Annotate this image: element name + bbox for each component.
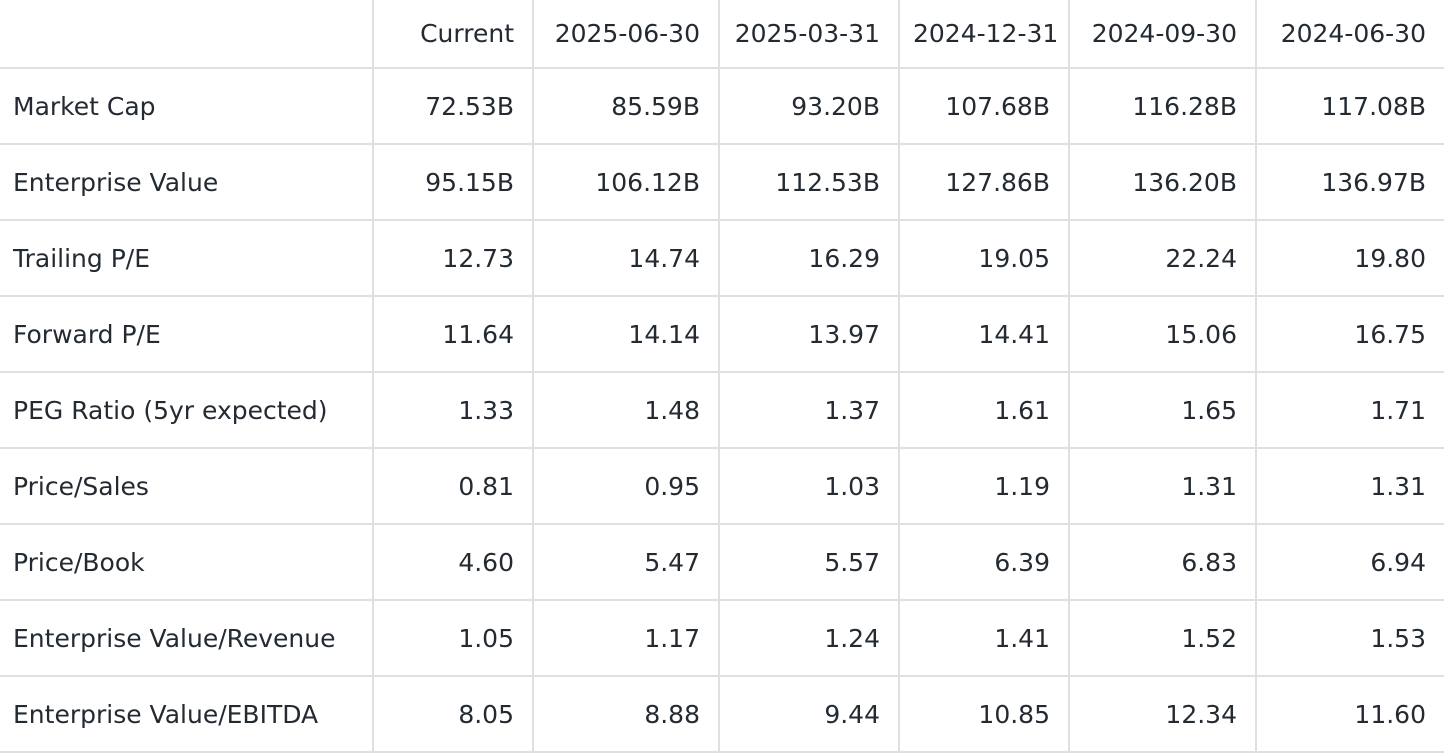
value-cell: 8.88 xyxy=(533,676,720,753)
value-cell: 14.14 xyxy=(533,296,720,373)
value-cell: 22.24 xyxy=(1069,220,1257,297)
value-cell: 10.85 xyxy=(899,676,1070,753)
value-cell: 1.19 xyxy=(899,448,1070,525)
value-cell: 11.64 xyxy=(373,296,534,373)
value-cell: 95.15B xyxy=(373,144,534,221)
table-row: PEG Ratio (5yr expected) 1.33 1.48 1.37 1.61… xyxy=(0,372,1444,449)
value-cell: 1.17 xyxy=(533,600,720,677)
value-cell: 1.03 xyxy=(719,448,900,525)
value-cell: 13.97 xyxy=(719,296,900,373)
row-label: Enterprise Value/Revenue xyxy=(0,600,374,677)
row-label: Forward P/E xyxy=(0,296,374,373)
value-cell: 1.37 xyxy=(719,372,900,449)
value-cell: 72.53B xyxy=(373,68,534,145)
table-row: Enterprise Value/EBITDA 8.05 8.88 9.44 10.85… xyxy=(0,676,1444,753)
header-cell: 2024-09-30 xyxy=(1069,0,1257,69)
header-cell: 2024-12-31 xyxy=(899,0,1070,69)
value-cell: 112.53B xyxy=(719,144,900,221)
table-row: Enterprise Value/Revenue 1.05 1.17 1.24 1.41… xyxy=(0,600,1444,677)
value-cell: 136.97B xyxy=(1256,144,1444,221)
row-label: Enterprise Value/EBITDA xyxy=(0,676,374,753)
value-cell: 6.83 xyxy=(1069,524,1257,601)
table-row: Forward P/E 11.64 14.14 13.97 14.41 15.06 16.7… xyxy=(0,296,1444,373)
value-cell: 1.24 xyxy=(719,600,900,677)
value-cell: 1.31 xyxy=(1256,448,1444,525)
value-cell: 117.08B xyxy=(1256,68,1444,145)
value-cell: 85.59B xyxy=(533,68,720,145)
row-label: Enterprise Value xyxy=(0,144,374,221)
value-cell: 1.61 xyxy=(899,372,1070,449)
row-label: Market Cap xyxy=(0,68,374,145)
value-cell: 14.41 xyxy=(899,296,1070,373)
table-row: Price/Sales 0.81 0.95 1.03 1.19 1.31 1.31 xyxy=(0,448,1444,525)
value-cell: 11.60 xyxy=(1256,676,1444,753)
value-cell: 9.44 xyxy=(719,676,900,753)
value-cell: 12.73 xyxy=(373,220,534,297)
value-cell: 127.86B xyxy=(899,144,1070,221)
value-cell: 19.05 xyxy=(899,220,1070,297)
table-row: Trailing P/E 12.73 14.74 16.29 19.05 22.24 19.… xyxy=(0,220,1444,297)
table-row: Price/Book 4.60 5.47 5.57 6.39 6.83 6.94 xyxy=(0,524,1444,601)
value-cell: 0.81 xyxy=(373,448,534,525)
table-row: Market Cap 72.53B 85.59B 93.20B 107.68B 116.2… xyxy=(0,68,1444,145)
value-cell: 1.05 xyxy=(373,600,534,677)
value-cell: 116.28B xyxy=(1069,68,1257,145)
value-cell: 107.68B xyxy=(899,68,1070,145)
value-cell: 1.65 xyxy=(1069,372,1257,449)
value-cell: 1.53 xyxy=(1256,600,1444,677)
header-cell xyxy=(0,0,374,69)
value-cell: 1.52 xyxy=(1069,600,1257,677)
table-row: Enterprise Value 95.15B 106.12B 112.53B 127.… xyxy=(0,144,1444,221)
value-cell: 0.95 xyxy=(533,448,720,525)
header-cell: 2025-06-30 xyxy=(533,0,720,69)
row-label: Price/Book xyxy=(0,524,374,601)
value-cell: 1.41 xyxy=(899,600,1070,677)
value-cell: 136.20B xyxy=(1069,144,1257,221)
value-cell: 93.20B xyxy=(719,68,900,145)
value-cell: 15.06 xyxy=(1069,296,1257,373)
table-body: Market Cap 72.53B 85.59B 93.20B 107.68B 116.2… xyxy=(0,68,1444,753)
value-cell: 106.12B xyxy=(533,144,720,221)
header-cell: Current xyxy=(373,0,534,69)
value-cell: 8.05 xyxy=(373,676,534,753)
header-cell: 2024-06-30 xyxy=(1256,0,1444,69)
value-cell: 12.34 xyxy=(1069,676,1257,753)
value-cell: 1.33 xyxy=(373,372,534,449)
value-cell: 19.80 xyxy=(1256,220,1444,297)
value-cell: 1.48 xyxy=(533,372,720,449)
row-label: Price/Sales xyxy=(0,448,374,525)
value-cell: 16.29 xyxy=(719,220,900,297)
header-cell: 2025-03-31 xyxy=(719,0,900,69)
value-cell: 1.31 xyxy=(1069,448,1257,525)
value-cell: 5.47 xyxy=(533,524,720,601)
value-cell: 16.75 xyxy=(1256,296,1444,373)
row-label: PEG Ratio (5yr expected) xyxy=(0,372,374,449)
value-cell: 1.71 xyxy=(1256,372,1444,449)
value-cell: 5.57 xyxy=(719,524,900,601)
row-label: Trailing P/E xyxy=(0,220,374,297)
value-cell: 4.60 xyxy=(373,524,534,601)
value-cell: 6.94 xyxy=(1256,524,1444,601)
header-row: Current 2025-06-30 2025-03-31 2024-12-31 202… xyxy=(0,0,1444,69)
value-cell: 14.74 xyxy=(533,220,720,297)
value-cell: 6.39 xyxy=(899,524,1070,601)
